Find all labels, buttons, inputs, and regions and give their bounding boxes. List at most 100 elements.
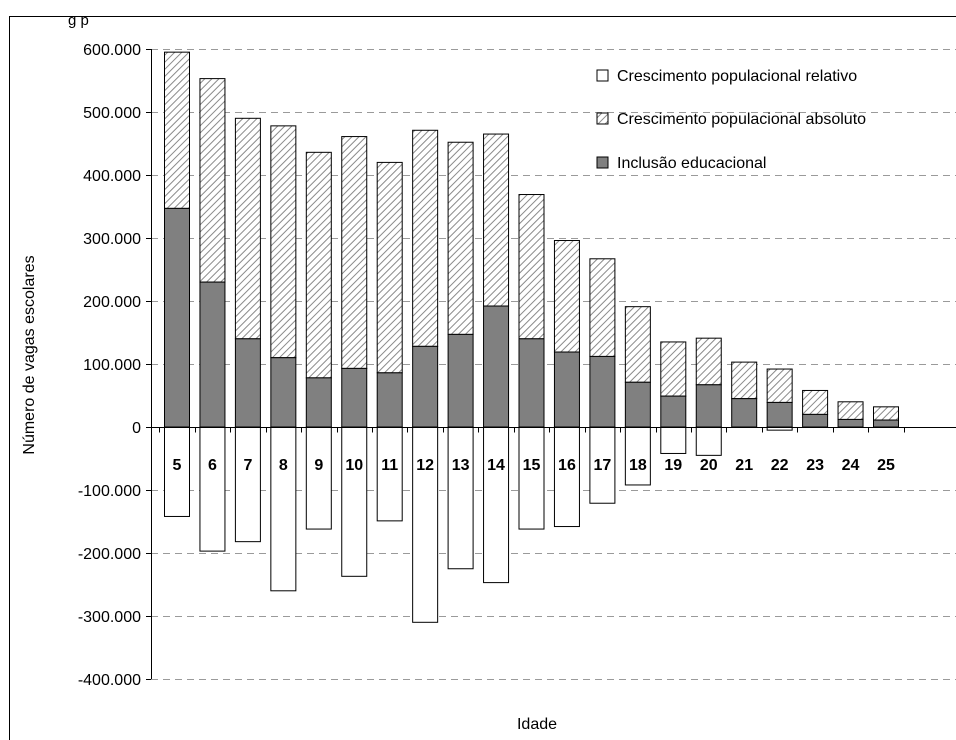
- bar-absoluto-13: [447, 141, 474, 335]
- bar-inclusao-12: [412, 345, 439, 428]
- bar-inclusao-5: [164, 207, 190, 428]
- bar-relativo-9: [305, 426, 332, 530]
- bar-absoluto-7: [234, 117, 261, 340]
- bar-inclusao-14: [483, 305, 510, 428]
- x-tick-label-8: 8: [279, 457, 288, 474]
- x-tick-label-9: 9: [314, 457, 323, 474]
- bar-inclusao-13: [447, 333, 474, 428]
- x-tick-label-16: 16: [558, 457, 576, 474]
- x-tick-label-18: 18: [629, 457, 647, 474]
- bar-absoluto-24: [837, 401, 864, 420]
- x-tick-label-12: 12: [416, 457, 434, 474]
- bar-inclusao-11: [376, 372, 403, 428]
- bar-inclusao-15: [518, 338, 545, 428]
- bar-relativo-8: [270, 426, 297, 592]
- bar-inclusao-18: [624, 381, 651, 428]
- bar-inclusao-21: [731, 398, 758, 428]
- bar-absoluto-8: [270, 125, 297, 359]
- x-tick-label-19: 19: [664, 457, 682, 474]
- bar-absoluto-5: [164, 51, 190, 209]
- bars: [164, 51, 899, 623]
- x-tick-label-13: 13: [452, 457, 470, 474]
- x-tick-label-25: 25: [877, 457, 895, 474]
- bar-inclusao-24: [837, 418, 864, 428]
- bar-absoluto-11: [376, 161, 403, 374]
- x-tick-label-24: 24: [842, 457, 860, 474]
- x-tick-label-21: 21: [735, 457, 753, 474]
- bar-absoluto-12: [412, 129, 439, 347]
- y-tick-label-9: -300.000: [78, 609, 141, 626]
- bar-inclusao-16: [553, 351, 580, 428]
- legend-label-relativo: Crescimento populacional relativo: [617, 68, 857, 85]
- bar-inclusao-19: [660, 395, 687, 428]
- x-axis-title: Idade: [517, 716, 557, 733]
- bar-inclusao-20: [695, 384, 722, 428]
- bar-inclusao-7: [234, 338, 261, 428]
- bar-relativo-14: [483, 426, 510, 584]
- bar-relativo-18: [624, 426, 651, 486]
- legend-swatch-relativo: [596, 69, 609, 82]
- y-tick-label-10: -400.000: [78, 672, 141, 689]
- legend-label-absoluto: Crescimento populacional absoluto: [617, 111, 866, 128]
- y-tick-label-3: 300.000: [83, 231, 141, 248]
- legend-label-inclusao: Inclusão educacional: [617, 155, 766, 172]
- bar-relativo-15: [518, 426, 545, 530]
- bar-absoluto-23: [802, 389, 829, 415]
- y-tick-label-7: -100.000: [78, 483, 141, 500]
- bar-inclusao-25: [873, 419, 899, 428]
- legend-item-absoluto: Crescimento populacional absoluto: [596, 111, 866, 128]
- axes: [146, 49, 956, 680]
- bar-inclusao-23: [802, 413, 829, 428]
- y-tick-label-1: 500.000: [83, 105, 141, 122]
- bar-absoluto-15: [518, 194, 545, 340]
- legend: Crescimento populacional relativo Cresci…: [596, 68, 866, 172]
- x-tick-label-5: 5: [173, 457, 182, 474]
- bar-inclusao-9: [305, 377, 332, 428]
- bar-relativo-10: [341, 426, 368, 577]
- bar-inclusao-22: [766, 401, 793, 428]
- x-tick-label-20: 20: [700, 457, 718, 474]
- bar-inclusao-6: [199, 281, 226, 428]
- x-tick-label-6: 6: [208, 457, 217, 474]
- bar-inclusao-17: [589, 355, 616, 428]
- x-tick-label-15: 15: [523, 457, 541, 474]
- y-tick-label-6: 0: [132, 420, 141, 437]
- y-tick-label-8: -200.000: [78, 546, 141, 563]
- legend-swatch-absoluto: [596, 112, 609, 125]
- bar-absoluto-19: [660, 341, 687, 397]
- y-tick-label-4: 200.000: [83, 294, 141, 311]
- chart-frame: g p: [9, 12, 956, 740]
- x-tick-label-23: 23: [806, 457, 824, 474]
- bar-absoluto-20: [695, 337, 722, 386]
- x-tick-label-17: 17: [594, 457, 612, 474]
- bar-absoluto-17: [589, 258, 616, 357]
- bar-absoluto-21: [731, 361, 758, 400]
- bar-absoluto-16: [553, 240, 580, 353]
- x-tick-label-7: 7: [243, 457, 252, 474]
- bar-absoluto-14: [483, 133, 510, 307]
- bar-absoluto-10: [341, 136, 368, 369]
- x-tick-label-22: 22: [771, 457, 789, 474]
- y-tick-label-2: 400.000: [83, 168, 141, 185]
- y-tick-labels: 600.000 500.000 400.000 300.000 200.000 100.0…: [78, 42, 141, 689]
- bar-inclusao-8: [270, 357, 297, 428]
- x-tick-label-10: 10: [345, 457, 363, 474]
- y-tick-label-5: 100.000: [83, 357, 141, 374]
- bar-relativo-13: [447, 426, 474, 570]
- cropped-caption: g p: [68, 12, 89, 29]
- x-tick-label-11: 11: [381, 457, 398, 474]
- bar-relativo-20: [695, 426, 722, 456]
- y-tick-label-0: 600.000: [83, 42, 141, 59]
- bar-relativo-11: [376, 426, 403, 522]
- bar-inclusao-10: [341, 367, 368, 428]
- x-tick-label-14: 14: [487, 457, 505, 474]
- y-axis-title: Número de vagas escolares: [21, 255, 38, 454]
- legend-item-relativo: Crescimento populacional relativo: [596, 68, 857, 85]
- bar-absoluto-22: [766, 368, 793, 403]
- bar-absoluto-18: [624, 306, 651, 383]
- bar-relativo-19: [660, 426, 687, 454]
- bar-relativo-16: [553, 426, 580, 528]
- legend-item-inclusao: Inclusão educacional: [596, 155, 766, 172]
- bar-absoluto-6: [199, 78, 226, 283]
